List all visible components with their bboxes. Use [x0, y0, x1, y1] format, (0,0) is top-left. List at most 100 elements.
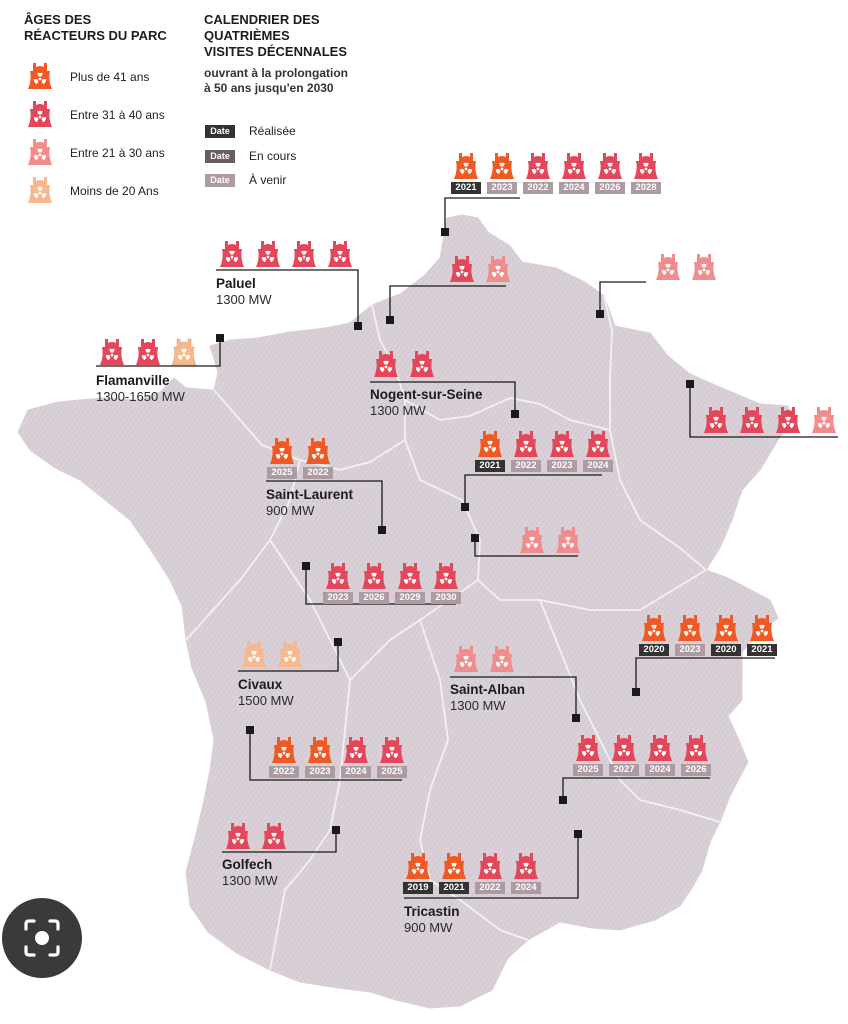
plant-name: Nogent-sur-Seine: [370, 387, 483, 402]
leader-line: [389, 285, 506, 320]
age-legend-label: Moins de 20 Ans: [70, 184, 159, 198]
calendar-subtitle-line2: à 50 ans jusqu'en 2030: [204, 81, 334, 95]
visit-year-chip: 2030: [431, 592, 461, 604]
leader-line: [635, 657, 775, 692]
visit-year-chip: 2023: [547, 460, 577, 472]
reactor-icon: [810, 406, 838, 434]
plant-location-marker: [596, 310, 604, 318]
reactor-icon: [452, 152, 480, 180]
reactor-icon: [342, 736, 370, 764]
plant-name: Tricastin: [404, 904, 460, 919]
status-legend-chip: Date: [205, 125, 235, 138]
reactor-icon: [748, 614, 776, 642]
visit-year-chip: 2022: [475, 882, 505, 894]
reactor-icon: [98, 338, 126, 366]
status-legend-label: Réalisée: [249, 124, 296, 138]
plant-location-marker: [302, 562, 310, 570]
reactor-icon: [476, 430, 504, 458]
plant-capacity: 1300 MW: [216, 292, 272, 307]
status-legend-chip: Date: [205, 150, 235, 163]
leader-line: [222, 830, 337, 853]
plant-location-marker: [216, 334, 224, 342]
lens-camera-button[interactable]: [2, 898, 82, 978]
visit-year-chip: 2026: [359, 592, 389, 604]
reactor-icon: [548, 430, 576, 458]
plant-location-marker: [686, 380, 694, 388]
plant-location-marker: [574, 830, 582, 838]
plant-capacity: 1300 MW: [222, 873, 278, 888]
reactor-icon: [408, 350, 436, 378]
visit-year-chip: 2028: [631, 182, 661, 194]
reactor-icon: [304, 437, 332, 465]
reactor-icon: [488, 152, 516, 180]
reactor-icon: [574, 734, 602, 762]
legend-reactor-icon: [26, 100, 54, 128]
visit-year-chip: 2024: [511, 882, 541, 894]
visit-year-chip: 2023: [675, 644, 705, 656]
reactor-icon: [270, 736, 298, 764]
visit-year-chip: 2024: [645, 764, 675, 776]
leader-line: [96, 338, 221, 367]
plant-capacity: 1500 MW: [238, 693, 294, 708]
visit-year-chip: 2025: [267, 467, 297, 479]
reactor-icon: [268, 437, 296, 465]
calendar-title-line1: CALENDRIER DES: [204, 12, 320, 27]
reactor-icon: [324, 562, 352, 590]
reactor-icon: [452, 645, 480, 673]
reactor-icon: [432, 562, 460, 590]
reactor-icon: [404, 852, 432, 880]
plant-name: Saint-Laurent: [266, 487, 354, 502]
reactor-icon: [640, 614, 668, 642]
visit-year-chip: 2025: [573, 764, 603, 776]
leader-lines: [96, 197, 838, 899]
reactor-icon: [584, 430, 612, 458]
status-legend-chip: Date: [205, 174, 235, 187]
reactor-icon: [610, 734, 638, 762]
reactor-icon: [560, 152, 588, 180]
visit-year-chip: 2020: [639, 644, 669, 656]
visit-year-chip: 2021: [451, 182, 481, 194]
leader-line: [444, 197, 520, 232]
reactor-icon: [306, 736, 334, 764]
visit-year-chip: 2026: [681, 764, 711, 776]
leader-line: [599, 281, 646, 314]
reactor-icon: [712, 614, 740, 642]
plant-capacity: 1300-1650 MW: [96, 389, 185, 404]
legend-reactor-icon: [26, 176, 54, 204]
plant-name: Saint-Alban: [450, 682, 526, 697]
reactor-icon: [690, 253, 718, 281]
age-legend-title-line1: ÂGES DES: [24, 12, 92, 27]
plant-location-marker: [354, 322, 362, 330]
age-legend-title-line2: RÉACTEURS DU PARC: [24, 28, 167, 43]
leader-line: [474, 538, 578, 557]
visit-year-chip: 2019: [403, 882, 433, 894]
plant-name: Civaux: [238, 677, 283, 692]
leader-line: [216, 269, 359, 326]
reactor-icon: [276, 640, 304, 668]
reactor-icon: [448, 255, 476, 283]
leader-line: [305, 566, 456, 605]
region-borders: [185, 295, 721, 971]
reactor-icon: [682, 734, 710, 762]
visit-year-chip: 2026: [595, 182, 625, 194]
reactor-icon: [676, 614, 704, 642]
plant-capacity: 900 MW: [266, 503, 315, 518]
leader-line: [266, 480, 383, 530]
reactor-icon: [378, 736, 406, 764]
reactor-icon: [372, 350, 400, 378]
age-legend-label: Plus de 41 ans: [70, 70, 150, 84]
plant-name: Paluel: [216, 276, 256, 291]
reactor-icon: [326, 240, 354, 268]
visit-year-chip: 2029: [395, 592, 425, 604]
france-outline: [17, 214, 793, 1009]
leader-line: [238, 642, 339, 672]
visit-year-chip: 2024: [559, 182, 589, 194]
reactor-icon: [290, 240, 318, 268]
visit-year-chip: 2023: [487, 182, 517, 194]
reactor-icon: [240, 640, 268, 668]
visit-year-chip: 2022: [523, 182, 553, 194]
plant-location-marker: [334, 638, 342, 646]
visit-year-chip: 2021: [747, 644, 777, 656]
visit-year-chip: 2020: [711, 644, 741, 656]
reactor-icon: [646, 734, 674, 762]
